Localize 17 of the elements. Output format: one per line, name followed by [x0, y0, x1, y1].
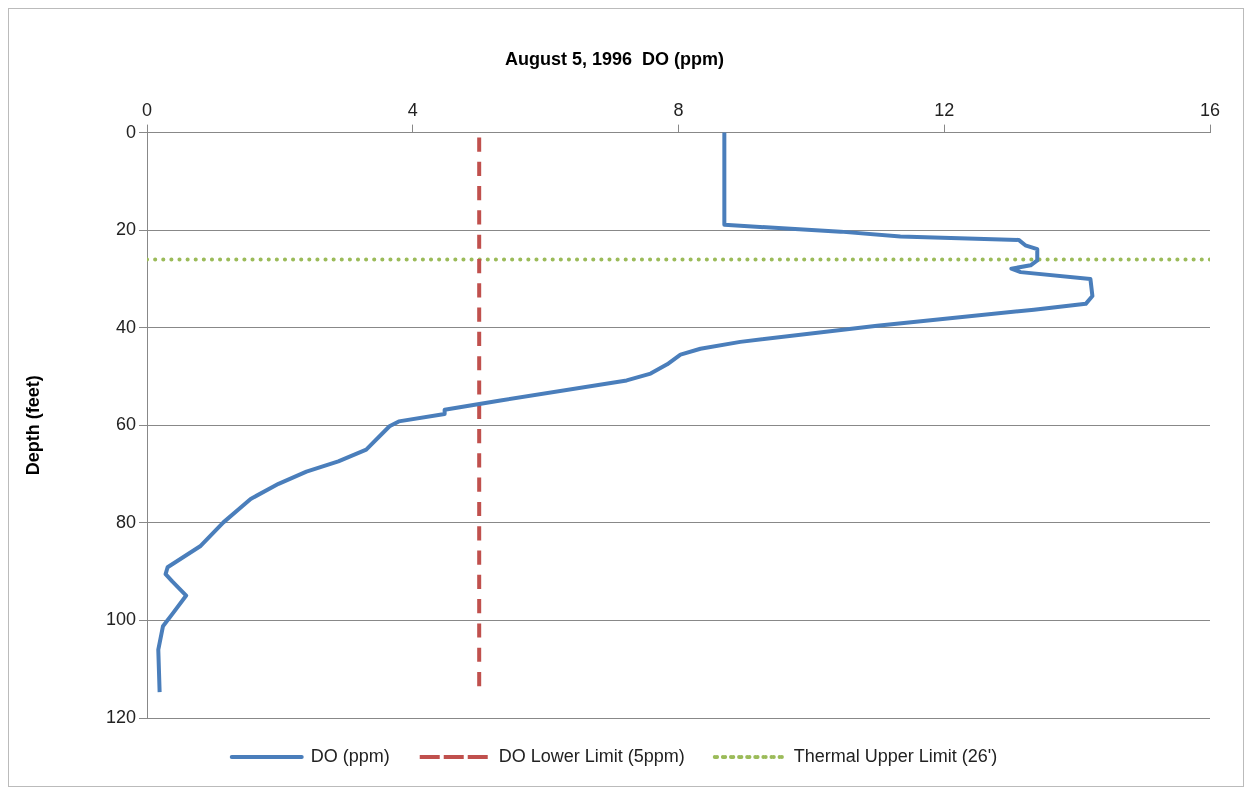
- y-tick-label: 40: [115, 316, 136, 337]
- y-tick-label: 100: [105, 609, 136, 630]
- x-tick-label: 0: [141, 99, 153, 120]
- chart-title: August 5, 1996 DO (ppm): [504, 48, 725, 69]
- legend-label: DO Lower Limit (5ppm): [498, 745, 685, 766]
- y-tick-label: 60: [115, 414, 136, 435]
- x-tick-label: 4: [407, 99, 418, 120]
- x-tick-label: 16: [1199, 99, 1221, 120]
- y-tick-label: 0: [125, 121, 136, 142]
- y-tick-label: 80: [115, 511, 136, 532]
- x-tick-label: 8: [673, 99, 684, 120]
- y-tick-label: 120: [105, 706, 136, 727]
- legend-label: DO (ppm): [310, 745, 390, 766]
- y-axis-title: Depth (feet): [22, 375, 43, 476]
- legend-label: Thermal Upper Limit (26'): [793, 745, 998, 766]
- x-tick-label: 12: [934, 99, 955, 120]
- y-tick-label: 20: [115, 219, 136, 240]
